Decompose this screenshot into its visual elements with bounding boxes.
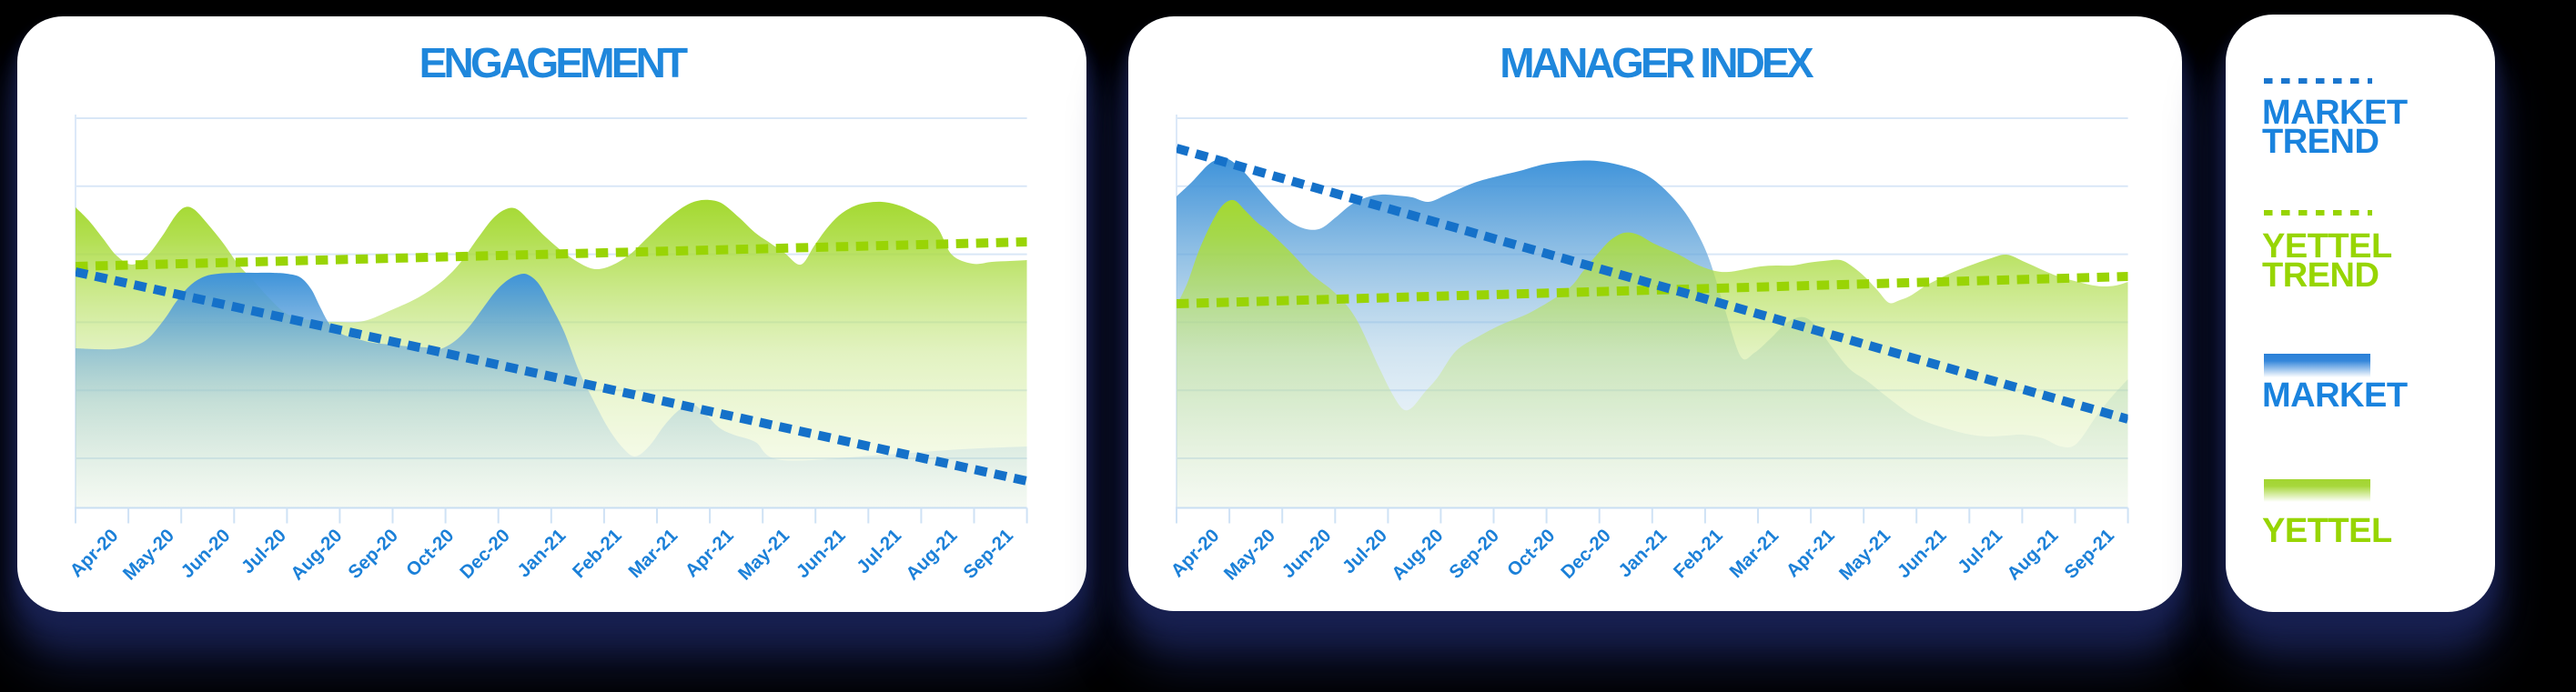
svg-text:Jun-20: Jun-20	[177, 525, 234, 582]
svg-text:May-20: May-20	[119, 525, 178, 584]
svg-text:Sep-21: Sep-21	[959, 525, 1017, 583]
svg-text:Aug-21: Aug-21	[2003, 525, 2062, 584]
svg-text:Dec-20: Dec-20	[1557, 525, 1615, 583]
svg-text:Apr-20: Apr-20	[66, 525, 122, 581]
svg-text:May-21: May-21	[1835, 525, 1894, 584]
svg-text:Jul-21: Jul-21	[853, 525, 905, 577]
svg-text:Apr-21: Apr-21	[1783, 525, 1839, 581]
svg-text:Sep-20: Sep-20	[1445, 525, 1503, 583]
svg-text:Oct-20: Oct-20	[1503, 525, 1559, 580]
svg-text:Apr-21: Apr-21	[682, 525, 738, 581]
svg-text:Aug-20: Aug-20	[1388, 525, 1447, 584]
svg-text:Dec-20: Dec-20	[456, 525, 514, 583]
svg-text:Feb-21: Feb-21	[569, 525, 626, 582]
svg-text:Sep-20: Sep-20	[344, 525, 402, 583]
svg-text:May-21: May-21	[734, 525, 793, 584]
svg-text:Jun-21: Jun-21	[793, 525, 850, 582]
svg-text:Feb-21: Feb-21	[1670, 525, 1727, 582]
svg-text:Jun-21: Jun-21	[1894, 525, 1951, 582]
svg-text:Oct-20: Oct-20	[402, 525, 458, 580]
svg-text:Mar-21: Mar-21	[624, 525, 682, 582]
svg-text:Jul-21: Jul-21	[1954, 525, 2006, 577]
svg-text:Jun-20: Jun-20	[1278, 525, 1335, 582]
svg-text:Mar-21: Mar-21	[1725, 525, 1783, 582]
svg-text:Sep-21: Sep-21	[2060, 525, 2118, 583]
svg-text:Aug-20: Aug-20	[287, 525, 346, 584]
svg-text:Jan-21: Jan-21	[513, 525, 570, 581]
svg-text:May-20: May-20	[1220, 525, 1279, 584]
svg-text:Jul-20: Jul-20	[1339, 525, 1391, 577]
svg-text:Aug-21: Aug-21	[902, 525, 961, 584]
svg-text:Apr-20: Apr-20	[1167, 525, 1223, 581]
svg-text:Jan-21: Jan-21	[1614, 525, 1671, 581]
svg-text:Jul-20: Jul-20	[237, 525, 290, 577]
